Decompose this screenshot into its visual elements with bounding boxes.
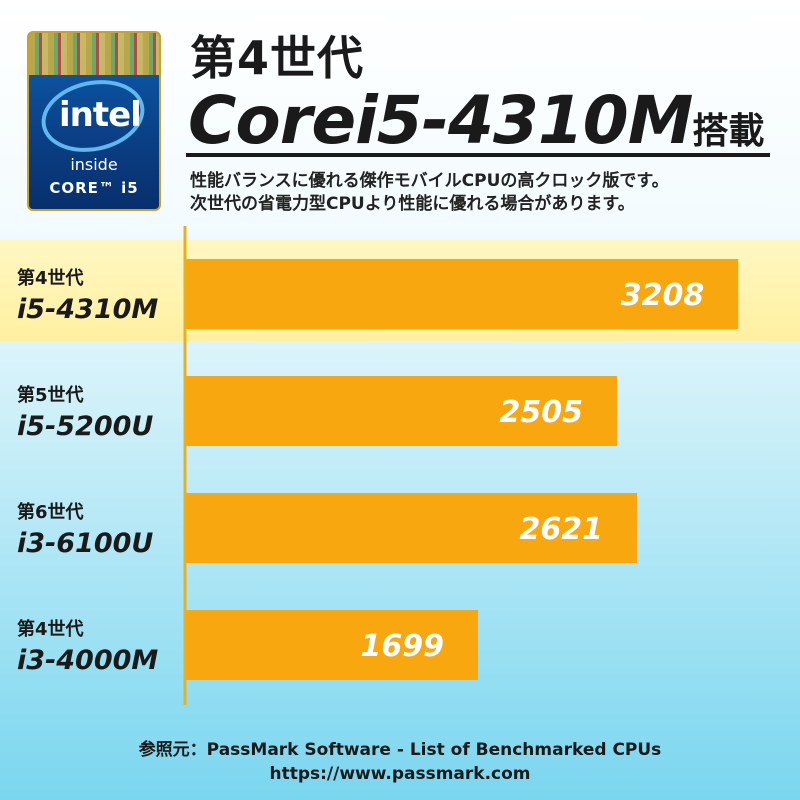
bar-value-label: 2505 <box>500 395 584 430</box>
badge-inside-text: inside <box>70 155 118 174</box>
bar-value-label: 1699 <box>361 629 445 664</box>
bar-value-label: 2621 <box>520 512 604 547</box>
bar-i5-4310M <box>185 259 739 329</box>
bar-i3-4000M <box>185 610 479 680</box>
category-model-label: i3-6100U <box>17 528 153 559</box>
category-model-label: i5-5200U <box>17 411 153 442</box>
bar-i5-5200U <box>185 376 618 446</box>
intel-core-i5-badge: intel inside CORE™ i5 <box>27 31 161 211</box>
category-generation-label: 第4世代 <box>17 267 84 289</box>
intel-logo-text: intel <box>59 95 142 135</box>
headline-title: Corei5-4310M搭載 <box>188 82 764 159</box>
chip-die-graphic <box>29 33 159 75</box>
source-citation: 参照元：PassMark Software - List of Benchmar… <box>0 738 800 786</box>
source-line-1: 参照元：PassMark Software - List of Benchmar… <box>138 740 662 760</box>
description: 性能バランスに優れる傑作モバイルCPUの高クロック版です。 次世代の省電力型CP… <box>190 170 780 216</box>
headline-generation: 第4世代 <box>190 31 365 85</box>
source-line-2: https://www.passmark.com <box>269 764 531 784</box>
headline-underline <box>186 153 770 157</box>
badge-product-text: CORE™ i5 <box>49 179 139 197</box>
category-model-label: i5-4310M <box>17 294 158 325</box>
description-line-2: 次世代の省電力型CPUより性能に優れる場合があります。 <box>190 194 635 214</box>
headline-suffix: 搭載 <box>692 111 765 152</box>
category-generation-label: 第6世代 <box>17 501 84 523</box>
bar-value-label: 3208 <box>621 278 705 313</box>
headline-model: Corei5-4310M <box>188 82 693 159</box>
bar-i3-6100U <box>185 493 638 563</box>
description-line-1: 性能バランスに優れる傑作モバイルCPUの高クロック版です。 <box>190 171 669 191</box>
category-generation-label: 第4世代 <box>17 618 84 640</box>
category-model-label: i3-4000M <box>17 645 158 676</box>
category-generation-label: 第5世代 <box>17 384 84 406</box>
